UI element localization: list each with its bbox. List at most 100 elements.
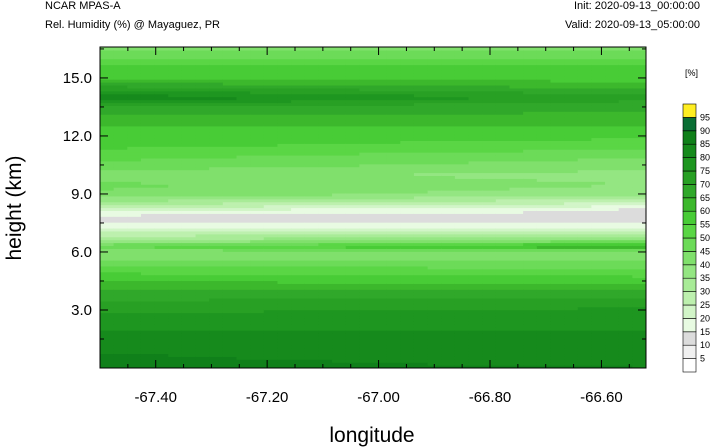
rh-cell	[550, 172, 565, 176]
rh-cell	[263, 55, 279, 60]
rh-cell	[236, 216, 251, 220]
rh-cell	[291, 73, 306, 77]
rh-cell	[236, 198, 251, 203]
rh-cell	[250, 187, 265, 191]
rh-cell	[618, 332, 633, 337]
rh-cell	[454, 143, 470, 147]
rh-cell	[236, 131, 251, 136]
rh-cell	[523, 289, 538, 293]
rh-cell	[291, 251, 306, 255]
rh-cell	[413, 52, 429, 57]
rh-cell	[400, 108, 415, 112]
rh-cell	[113, 70, 128, 74]
rh-cell	[359, 292, 374, 296]
rh-cell	[332, 105, 347, 109]
rh-cell	[154, 312, 169, 317]
rh-cell	[345, 245, 360, 249]
rh-cell	[454, 344, 470, 349]
rh-cell	[536, 117, 552, 121]
rh-cell	[618, 52, 633, 57]
rh-cell	[550, 70, 565, 74]
rh-cell	[618, 315, 633, 319]
rh-cell	[591, 143, 606, 147]
rh-cell	[304, 169, 319, 174]
rh-cell	[482, 254, 497, 258]
rh-cell	[332, 251, 347, 255]
rh-cell	[577, 324, 592, 328]
rh-cell	[100, 108, 115, 112]
rh-cell	[345, 87, 360, 92]
rh-cell	[113, 227, 128, 232]
rh-cell	[277, 327, 292, 331]
rh-cell	[632, 117, 646, 121]
rh-cell	[195, 327, 210, 331]
rh-cell	[591, 245, 606, 249]
rh-cell	[482, 245, 497, 249]
rh-cell	[495, 119, 511, 124]
rh-cell	[509, 76, 524, 80]
rh-cell	[550, 157, 565, 162]
rh-cell	[523, 111, 538, 115]
rh-cell	[509, 239, 524, 244]
rh-cell	[181, 93, 197, 98]
rh-cell	[140, 327, 156, 331]
rh-cell	[127, 184, 142, 188]
rh-cell	[454, 225, 470, 229]
rh-cell	[222, 341, 238, 346]
rh-cell	[222, 90, 238, 95]
rh-cell	[468, 335, 483, 340]
rh-cell	[454, 79, 470, 83]
rh-cell	[277, 324, 292, 328]
rh-cell	[577, 265, 592, 270]
rh-cell	[373, 306, 388, 311]
rh-cell	[468, 99, 483, 104]
rh-cell	[605, 169, 620, 174]
rh-cell	[250, 338, 265, 343]
rh-cell	[236, 52, 251, 57]
rh-cell	[413, 105, 429, 109]
rh-cell	[359, 166, 374, 171]
rh-cell	[550, 292, 565, 296]
rh-cell	[332, 140, 347, 144]
rh-cell	[373, 239, 388, 244]
rh-cell	[263, 96, 279, 101]
rh-cell	[263, 76, 279, 80]
rh-cell	[523, 271, 538, 276]
rh-cell	[345, 58, 360, 63]
rh-cell	[373, 277, 388, 282]
rh-cell	[536, 125, 552, 130]
rh-cell	[277, 344, 292, 349]
rh-cell	[222, 283, 238, 287]
rh-cell	[277, 67, 292, 71]
rh-cell	[577, 160, 592, 165]
rh-cell	[577, 251, 592, 255]
rh-cell	[618, 251, 633, 255]
rh-cell	[127, 140, 142, 144]
rh-cell	[263, 327, 279, 331]
header-model: NCAR MPAS-A	[45, 0, 121, 12]
rh-cell	[577, 359, 592, 363]
rh-cell	[441, 225, 456, 229]
rh-cell	[441, 137, 456, 141]
rh-cell	[345, 114, 360, 118]
rh-cell	[386, 283, 401, 287]
rh-cell	[332, 330, 347, 334]
rh-cell	[536, 204, 552, 209]
rh-cell	[427, 344, 442, 349]
rh-cell	[304, 114, 319, 118]
rh-cell	[127, 262, 142, 267]
rh-cell	[386, 128, 401, 133]
rh-cell	[564, 213, 579, 217]
rh-cell	[127, 324, 142, 328]
rh-cell	[100, 271, 115, 276]
rh-cell	[168, 93, 183, 98]
rh-cell	[236, 172, 251, 176]
rh-cell	[154, 315, 169, 319]
rh-cell	[509, 87, 524, 92]
rh-cell	[250, 353, 265, 357]
rh-cell	[605, 55, 620, 60]
rh-cell	[113, 230, 128, 235]
rh-cell	[154, 169, 169, 174]
rh-cell	[168, 222, 183, 226]
rh-cell	[577, 303, 592, 308]
